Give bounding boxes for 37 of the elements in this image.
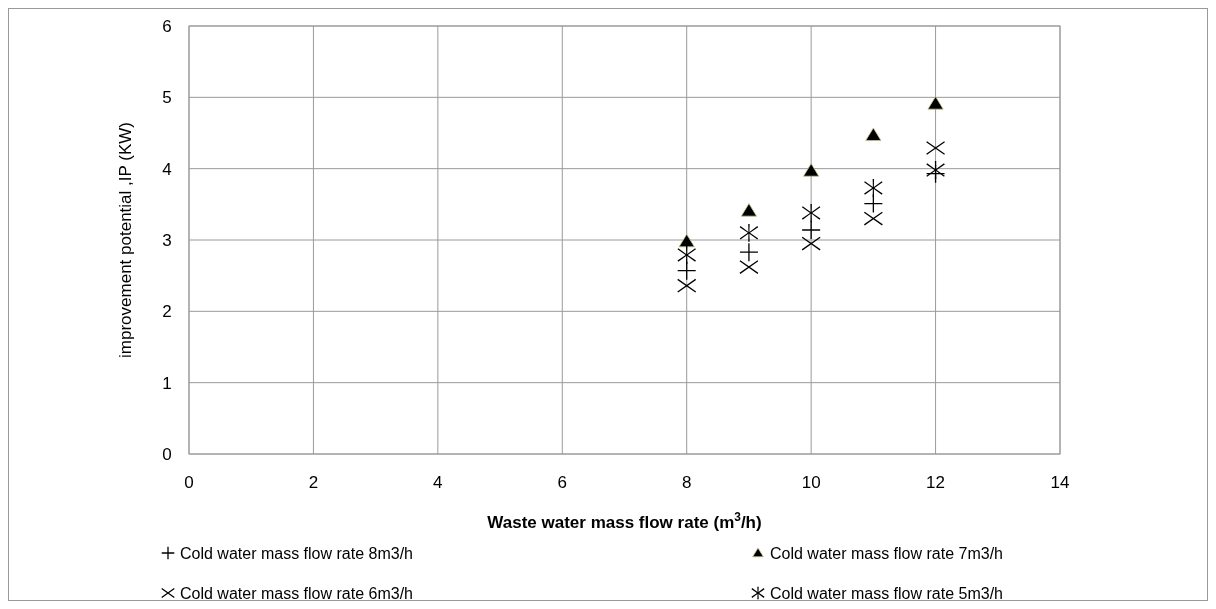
y-tick-label: 5 [162, 88, 172, 108]
x-tick-label: 6 [557, 473, 568, 492]
point [803, 163, 820, 177]
y-tick-label: 6 [162, 16, 172, 36]
legend-label: Cold water mass flow rate 6m3/h [180, 584, 413, 602]
x-tick-label: 14 [1050, 473, 1070, 492]
point [739, 242, 759, 262]
legend-label: Cold water mass flow rate 7m3/h [770, 544, 1003, 562]
y-tick-label: 4 [162, 159, 172, 179]
point [677, 261, 697, 281]
point [927, 96, 944, 110]
point [677, 246, 696, 264]
point [865, 127, 882, 141]
point [863, 211, 884, 226]
y-tick-label: 3 [162, 230, 172, 250]
x-axis-title: Waste water mass flow rate (m$^{3}$/h) [487, 510, 762, 532]
point [678, 233, 695, 248]
point [739, 260, 759, 275]
point [739, 223, 759, 242]
point [740, 203, 757, 217]
y-tick-label: 1 [162, 373, 172, 393]
legend-label: Cold water mass flow rate 8m3/h [180, 544, 413, 562]
x-tick-label: 0 [184, 473, 194, 492]
x-tick-label: 8 [681, 473, 692, 492]
y-tick-label: 0 [162, 444, 172, 464]
point [864, 178, 883, 197]
x-tick-label: 10 [801, 473, 821, 492]
y-axis-title: improvement potential ,IP (KW) [116, 122, 135, 358]
x-tick-label: 12 [926, 473, 946, 492]
y-tick-label: 2 [162, 302, 172, 322]
point [801, 203, 821, 222]
legend-label: Cold water mass flow rate 5m3/h [770, 584, 1003, 602]
x-tick-label: 4 [433, 473, 443, 492]
x-tick-label: 2 [308, 473, 319, 492]
point [677, 278, 697, 293]
point [801, 220, 821, 240]
point [801, 236, 821, 251]
